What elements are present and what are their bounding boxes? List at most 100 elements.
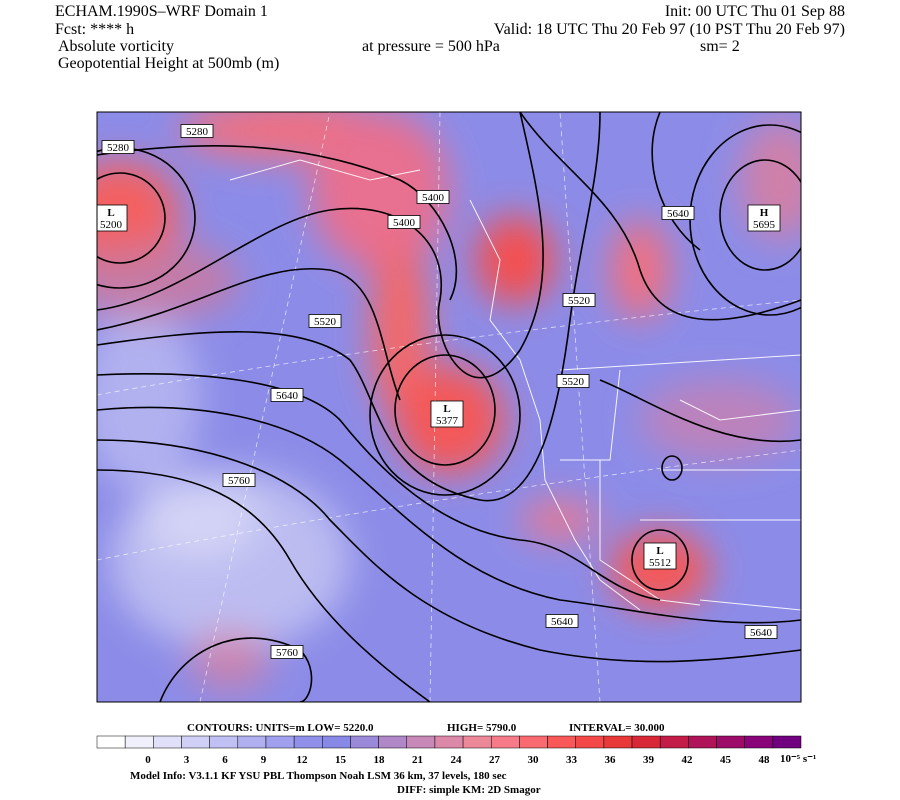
contour-high: HIGH= 5790.0 (447, 722, 517, 734)
contour-label: 5640 (667, 208, 690, 220)
colorbar-label: 9 (261, 754, 267, 766)
contour-label: 5200 (100, 219, 123, 231)
colorbar-swatch (603, 735, 633, 749)
colorbar-label: 45 (720, 754, 732, 766)
contour-info: CONTOURS: UNITS=m LOW= 5220.0 (187, 722, 374, 734)
colorbar-label: 36 (605, 754, 617, 766)
colorbar-swatch (772, 735, 802, 749)
colorbar-swatch (124, 735, 154, 749)
contour-label-box (180, 124, 214, 138)
colorbar-swatch (631, 735, 661, 749)
colorbar-label: 0 (145, 754, 151, 766)
contour-label-box (556, 374, 590, 388)
colorbar-swatch (490, 735, 520, 749)
pressure-level: at pressure = 500 hPa (362, 38, 500, 55)
colorbar-swatch (209, 735, 239, 749)
forecast-hour: Fcst: **** h (55, 21, 134, 38)
colorbar-swatch (519, 735, 548, 749)
colorbar-label: 24 (451, 754, 463, 766)
contour-label-box (270, 388, 304, 402)
contour-label: 5520 (568, 295, 591, 307)
contour-field-name: Geopotential Height at 500mb (m) (58, 55, 279, 72)
colorbar-unit: 10⁻⁵ s⁻¹ (780, 753, 816, 765)
contour-label: 5640 (750, 627, 773, 639)
colorbar-swatch (96, 735, 126, 749)
contour-label: 5512 (649, 557, 671, 569)
map-frame (96, 111, 802, 703)
extreme-marker: H (760, 207, 769, 219)
diff-info: DIFF: simple KM: 2D Smagor (397, 784, 541, 796)
init-time: Init: 00 UTC Thu 01 Sep 88 (665, 3, 845, 20)
colorbar-swatch (350, 735, 379, 749)
colorbar-label: 12 (297, 754, 309, 766)
smoothing: sm= 2 (700, 38, 740, 55)
contour-label: 5377 (436, 415, 459, 427)
political-borders (229, 159, 801, 611)
colorbar-swatch (293, 735, 323, 749)
contour-label-box (387, 215, 421, 229)
contour-label-box (97, 204, 128, 232)
contour-label: 5280 (107, 142, 130, 154)
colorbar-swatch (744, 735, 774, 749)
colorbar-label: 30 (528, 754, 540, 766)
colorbar-swatch (181, 735, 210, 749)
header: ECHAM.1990S–WRF Domain 1 Fcst: **** h Ab… (55, 3, 845, 72)
colorbar-label: 48 (759, 754, 771, 766)
contour-label-box (308, 314, 342, 328)
contour-label-box (643, 542, 677, 570)
colorbar-swatch (237, 735, 267, 749)
model-info: Model Info: V3.1.1 KF YSU PBL Thompson N… (130, 770, 507, 782)
colorbar-label: 21 (412, 754, 423, 766)
contour-label: 5760 (228, 475, 251, 487)
contour-label-box (744, 625, 778, 639)
contour-label: 5280 (186, 126, 209, 138)
extreme-marker: L (107, 207, 114, 219)
contour-label: 5400 (422, 192, 445, 204)
contour-label-box (222, 473, 256, 487)
contour-label-box (661, 206, 695, 220)
colorbar-swatch (378, 735, 408, 749)
colorbar-label: 42 (682, 754, 694, 766)
colorbar-label: 33 (566, 754, 578, 766)
contour-label-box (430, 400, 464, 428)
contour-label-box (416, 190, 450, 204)
contour-label: 5520 (314, 316, 337, 328)
contour-label-box (270, 645, 304, 659)
contour-label: 5695 (753, 219, 776, 231)
colorbar-swatch (547, 735, 576, 749)
field-name: Absolute vorticity (58, 38, 174, 55)
colorbar-swatch (153, 735, 182, 749)
footer: CONTOURS: UNITS=m LOW= 5220.0 HIGH= 5790… (96, 722, 816, 796)
contour-interval: INTERVAL= 30.000 (569, 722, 665, 734)
contour-label: 5640 (276, 390, 299, 402)
lat-lon-grid (97, 112, 801, 702)
colorbar-label: 15 (335, 754, 347, 766)
colorbar-label: 18 (374, 754, 386, 766)
colorbar-swatch (322, 735, 351, 749)
colorbar-swatch (575, 735, 605, 749)
colorbar-label: 6 (222, 754, 228, 766)
extreme-marker: L (443, 403, 450, 415)
contour-label-box (545, 614, 579, 628)
colorbar-swatch (265, 735, 295, 749)
colorbar-swatch (688, 735, 717, 749)
colorbar-label: 3 (184, 754, 190, 766)
colorbar-swatch (716, 735, 745, 749)
colorbar-swatch (434, 735, 464, 749)
contour-label-box (101, 140, 135, 154)
model-title: ECHAM.1990S–WRF Domain 1 (55, 3, 268, 20)
colorbar: 0 3 6 9 12 15 18 21 24 27 30 33 36 39 42 45 48 (96, 735, 802, 766)
valid-time: Valid: 18 UTC Thu 20 Feb 97 (10 PST Thu … (494, 21, 845, 38)
colorbar-label: 27 (489, 754, 501, 766)
contour-label: 5760 (276, 647, 299, 659)
contour-label-box (562, 293, 596, 307)
contour-label: 5640 (551, 616, 574, 628)
colorbar-swatch (462, 735, 492, 749)
contour-label: 5400 (393, 217, 416, 229)
extreme-marker: L (656, 545, 663, 557)
contour-label: 5520 (562, 376, 585, 388)
vorticity-shading (97, 112, 801, 690)
